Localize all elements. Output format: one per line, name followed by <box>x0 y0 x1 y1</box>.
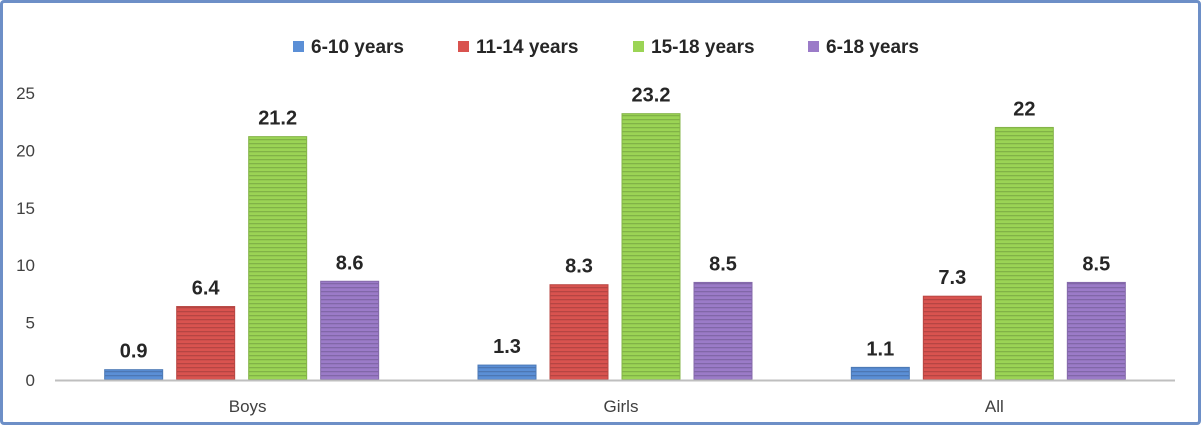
data-label: 21.2 <box>258 108 297 130</box>
bar-girls-11-14-years <box>549 284 609 381</box>
y-tick-label: 15 <box>16 199 35 218</box>
data-label: 8.5 <box>1082 253 1110 275</box>
bar-girls-15-18-years <box>621 113 681 381</box>
x-category-label: All <box>985 397 1004 416</box>
legend-label: 6-18 years <box>826 37 919 58</box>
data-label: 8.3 <box>565 256 593 278</box>
bar-girls-6-10-years <box>477 364 537 381</box>
legend-label: 6-10 years <box>311 37 404 58</box>
legend-swatch <box>808 41 819 52</box>
legend-swatch <box>293 41 304 52</box>
y-tick-label: 5 <box>26 314 35 333</box>
data-label: 6.4 <box>192 278 221 300</box>
bar-chart: 6-10 years 11-14 years 15-18 years 6-18 yea… <box>16 37 1175 416</box>
data-label: 7.3 <box>938 267 966 289</box>
x-axis: Boys Girls All <box>55 379 1175 416</box>
legend-label: 15-18 years <box>651 37 755 58</box>
x-category-label: Girls <box>604 397 639 416</box>
data-label: 8.6 <box>336 252 364 274</box>
legend-swatch <box>633 41 644 52</box>
data-label: 0.9 <box>120 341 148 363</box>
bar-boys-15-18-years <box>248 136 308 381</box>
bar-all-6-10-years <box>850 366 910 381</box>
y-tick-label: 10 <box>16 256 35 275</box>
y-tick-label: 25 <box>16 84 35 103</box>
bar-girls-6-18-years <box>693 281 753 381</box>
bar-all-11-14-years <box>922 295 982 381</box>
data-label: 8.5 <box>709 253 737 275</box>
y-tick-label: 20 <box>16 141 35 160</box>
bars: 0.9 6.4 21.2 8.6 1.3 8.3 23.2 8.5 1.1 7.3 22 8.5 <box>104 85 1126 381</box>
legend: 6-10 years 11-14 years 15-18 years 6-18 yea… <box>293 37 919 58</box>
data-label: 23.2 <box>632 85 671 107</box>
bar-boys-6-10-years <box>104 369 164 381</box>
bar-boys-6-18-years <box>320 280 380 381</box>
data-label: 1.3 <box>493 336 521 358</box>
bar-boys-11-14-years <box>176 306 236 381</box>
x-category-label: Boys <box>229 397 267 416</box>
bar-all-6-18-years <box>1066 281 1126 381</box>
data-label: 22 <box>1013 98 1035 120</box>
legend-swatch <box>458 41 469 52</box>
data-label: 1.1 <box>866 338 894 360</box>
y-axis: 0 5 10 15 20 25 <box>16 84 35 390</box>
bar-all-15-18-years <box>994 126 1054 381</box>
legend-label: 11-14 years <box>476 37 579 58</box>
y-tick-label: 0 <box>26 371 35 390</box>
